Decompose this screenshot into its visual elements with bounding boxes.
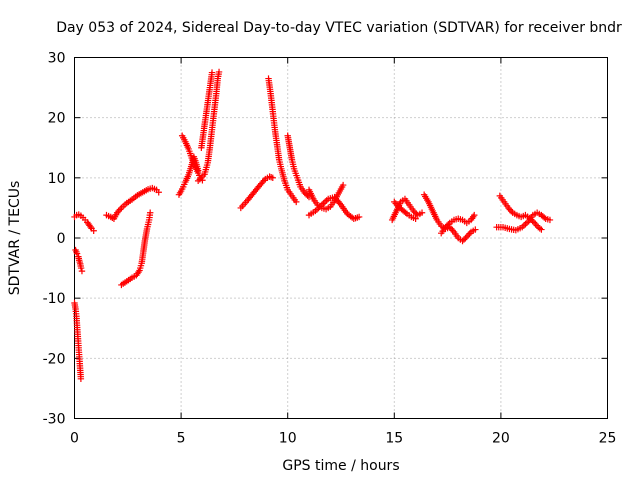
data-point bbox=[260, 177, 268, 184]
series-arc-n bbox=[305, 193, 363, 222]
axis-ticks bbox=[74, 57, 608, 419]
x-tick-label: 5 bbox=[177, 431, 186, 447]
data-point bbox=[447, 225, 455, 232]
data-points bbox=[71, 68, 554, 382]
data-point bbox=[418, 209, 426, 216]
series-arc-h bbox=[198, 69, 216, 151]
y-tick-label: -20 bbox=[43, 351, 66, 367]
series-arc-j bbox=[237, 173, 276, 212]
x-tick-label: 15 bbox=[385, 431, 403, 447]
data-point bbox=[443, 222, 451, 229]
data-point bbox=[411, 209, 419, 216]
series-arc-m bbox=[305, 181, 347, 213]
series-arc-r bbox=[438, 211, 478, 237]
series-arc-l bbox=[284, 132, 313, 201]
data-point bbox=[472, 226, 479, 233]
data-point bbox=[546, 216, 554, 224]
data-point bbox=[402, 209, 409, 216]
series-arc-t bbox=[496, 192, 545, 233]
y-axis-label: SDTVAR / TECUs bbox=[7, 181, 23, 296]
data-point bbox=[506, 206, 513, 213]
data-point bbox=[302, 191, 310, 198]
data-point bbox=[465, 231, 472, 239]
data-point bbox=[77, 264, 85, 272]
y-tick-label: 20 bbox=[48, 111, 66, 127]
plot-frame bbox=[74, 57, 608, 419]
x-tick-label: 20 bbox=[492, 431, 510, 447]
series-arc-b bbox=[72, 246, 86, 275]
data-point bbox=[321, 198, 329, 206]
x-tick-label: 25 bbox=[599, 431, 617, 447]
series-arc-d bbox=[103, 184, 162, 222]
series-arc-p bbox=[391, 198, 419, 222]
x-tick-label: 0 bbox=[70, 431, 79, 447]
data-point bbox=[538, 226, 545, 233]
data-point bbox=[339, 181, 347, 189]
y-tick-label: 10 bbox=[48, 171, 66, 187]
data-point bbox=[267, 174, 275, 181]
data-point bbox=[208, 69, 216, 76]
data-point bbox=[87, 223, 94, 231]
data-point bbox=[215, 68, 223, 76]
data-point bbox=[541, 214, 548, 221]
series-arc-c bbox=[71, 299, 85, 382]
data-point bbox=[146, 209, 154, 216]
data-point bbox=[155, 189, 162, 196]
data-point bbox=[460, 236, 468, 243]
data-point bbox=[522, 220, 529, 228]
data-point bbox=[355, 213, 363, 221]
data-point bbox=[269, 174, 276, 182]
data-point bbox=[90, 227, 97, 234]
data-point bbox=[410, 207, 417, 215]
data-point bbox=[293, 198, 300, 206]
data-point bbox=[391, 198, 398, 206]
x-tick-labels: 0 5 10 15 20 25 bbox=[70, 431, 616, 447]
data-point bbox=[526, 214, 533, 222]
y-tick-label: 0 bbox=[57, 231, 66, 247]
data-point bbox=[462, 235, 469, 242]
data-point bbox=[77, 375, 85, 382]
data-point bbox=[532, 220, 539, 228]
data-point bbox=[459, 237, 466, 245]
data-point bbox=[445, 221, 452, 228]
data-point bbox=[529, 217, 536, 225]
x-axis-label: GPS time / hours bbox=[282, 458, 399, 474]
grid bbox=[74, 57, 608, 419]
y-tick-label: -30 bbox=[43, 412, 66, 428]
data-point bbox=[412, 215, 419, 222]
y-tick-labels: -30 -20 -10 0 10 20 30 bbox=[43, 51, 66, 428]
series-arc-s bbox=[493, 209, 554, 234]
data-point bbox=[78, 267, 86, 275]
data-point bbox=[320, 200, 327, 207]
y-tick-label: -10 bbox=[43, 291, 66, 307]
data-point bbox=[527, 216, 535, 223]
series-arc-a bbox=[71, 211, 97, 234]
data-point bbox=[116, 206, 124, 213]
data-point bbox=[442, 223, 449, 231]
data-point bbox=[471, 211, 478, 219]
series-arc-k bbox=[265, 75, 300, 206]
data-point bbox=[73, 250, 81, 257]
x-tick-label: 10 bbox=[279, 431, 297, 447]
chart-title: Day 053 of 2024, Sidereal Day-to-day VTE… bbox=[56, 20, 622, 36]
series-arc-q bbox=[420, 191, 479, 245]
data-point bbox=[301, 189, 308, 197]
y-tick-label: 30 bbox=[48, 51, 66, 67]
series-arc-i bbox=[194, 68, 223, 185]
series-arc-e bbox=[118, 209, 154, 289]
